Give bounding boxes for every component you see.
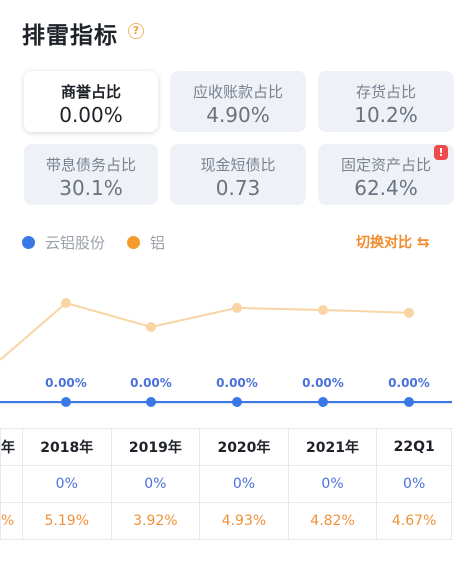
company-point <box>61 397 71 407</box>
legend-label-company: 云铝股份 <box>45 234 106 252</box>
table-cell: % <box>0 502 23 540</box>
company-data-label: 0.00% <box>45 376 87 390</box>
warning-badge: ! <box>434 145 448 160</box>
table-cell: 0% <box>22 465 112 503</box>
company-point <box>404 397 414 407</box>
card-value: 30.1% <box>59 176 123 200</box>
card-interest-debt-ratio[interactable]: 带息债务占比 30.1% <box>24 144 158 205</box>
card-inventory-ratio[interactable]: 存货占比 10.2% <box>318 71 454 132</box>
legend-item-company[interactable]: 云铝股份 <box>22 232 105 253</box>
card-label: 现金短债比 <box>200 156 276 174</box>
card-value: 4.90% <box>206 103 270 127</box>
table-cell: 4.67% <box>376 502 452 540</box>
table-cell: 0% <box>287 465 378 503</box>
table-header-cell: 2019年 <box>110 428 201 466</box>
company-point <box>146 397 156 407</box>
industry-point <box>404 307 414 318</box>
card-cash-short-debt-ratio[interactable]: 现金短债比 0.73 <box>170 144 306 205</box>
table-row-industry: % 5.19% 3.92% 4.93% 4.82% 4.67% <box>0 502 452 540</box>
card-label: 带息债务占比 <box>45 156 136 174</box>
card-label: 商誉占比 <box>60 83 121 101</box>
chart-legend: 云铝股份 铝 <box>22 232 187 253</box>
card-fixed-assets-ratio[interactable]: 固定资产占比 62.4% ! <box>318 144 454 205</box>
table-cell <box>0 465 23 503</box>
help-icon[interactable]: ? <box>128 23 144 39</box>
company-point <box>232 397 242 407</box>
table-header-cell: 2018年 <box>22 428 112 466</box>
card-receivables-ratio[interactable]: 应收账款占比 4.90% <box>170 71 306 132</box>
legend-label-industry: 铝 <box>150 234 166 252</box>
card-label: 固定资产占比 <box>340 156 431 174</box>
card-value: 10.2% <box>354 103 418 127</box>
legend-dot-company <box>22 236 35 249</box>
table-cell: 3.92% <box>110 502 201 540</box>
industry-point <box>61 298 71 308</box>
table-header-cell: 2021年 <box>287 428 378 466</box>
table-header-cell: 2020年 <box>199 428 289 466</box>
table-cell: 4.82% <box>287 502 378 540</box>
card-value: 62.4% <box>354 176 418 200</box>
table-header-cell: 22Q1 <box>376 428 452 466</box>
company-data-label: 0.00% <box>388 376 430 390</box>
company-data-label: 0.00% <box>216 376 258 390</box>
line-chart: 0.00% 0.00% 0.00% 0.00% 0.00% <box>0 298 452 407</box>
industry-point <box>318 304 328 315</box>
switch-compare-button[interactable]: 切换对比 ⇆ <box>356 232 430 252</box>
card-label: 存货占比 <box>355 83 416 101</box>
table-cell: 0% <box>199 465 289 503</box>
industry-series-line <box>0 301 410 361</box>
table-row-company: 0% 0% 0% 0% 0% <box>0 465 452 503</box>
industry-point <box>232 302 242 313</box>
data-table: 年 2018年 2019年 2020年 2021年 22Q1 0% 0% 0% … <box>0 428 452 540</box>
card-label: 应收账款占比 <box>192 83 283 101</box>
table-cell: 0% <box>376 465 452 503</box>
industry-point <box>146 322 156 332</box>
switch-compare-label: 切换对比 <box>356 235 412 251</box>
company-data-label: 0.00% <box>130 376 172 390</box>
company-point <box>318 397 328 407</box>
table-cell: 0% <box>110 465 201 503</box>
page-title: 排雷指标 <box>22 23 118 49</box>
table-cell: 4.93% <box>199 502 289 540</box>
table-header-row: 年 2018年 2019年 2020年 2021年 22Q1 <box>0 428 452 466</box>
table-cell: 5.19% <box>22 502 112 540</box>
legend-dot-industry <box>127 236 141 249</box>
switch-icon: ⇆ <box>417 233 430 251</box>
legend-item-industry[interactable]: 铝 <box>127 232 165 253</box>
table-cell: 年 <box>0 428 23 466</box>
company-data-label: 0.00% <box>302 376 344 390</box>
card-goodwill-ratio[interactable]: 商誉占比 0.00% <box>24 71 158 132</box>
card-value: 0.00% <box>59 103 123 127</box>
card-value: 0.73 <box>215 176 261 200</box>
